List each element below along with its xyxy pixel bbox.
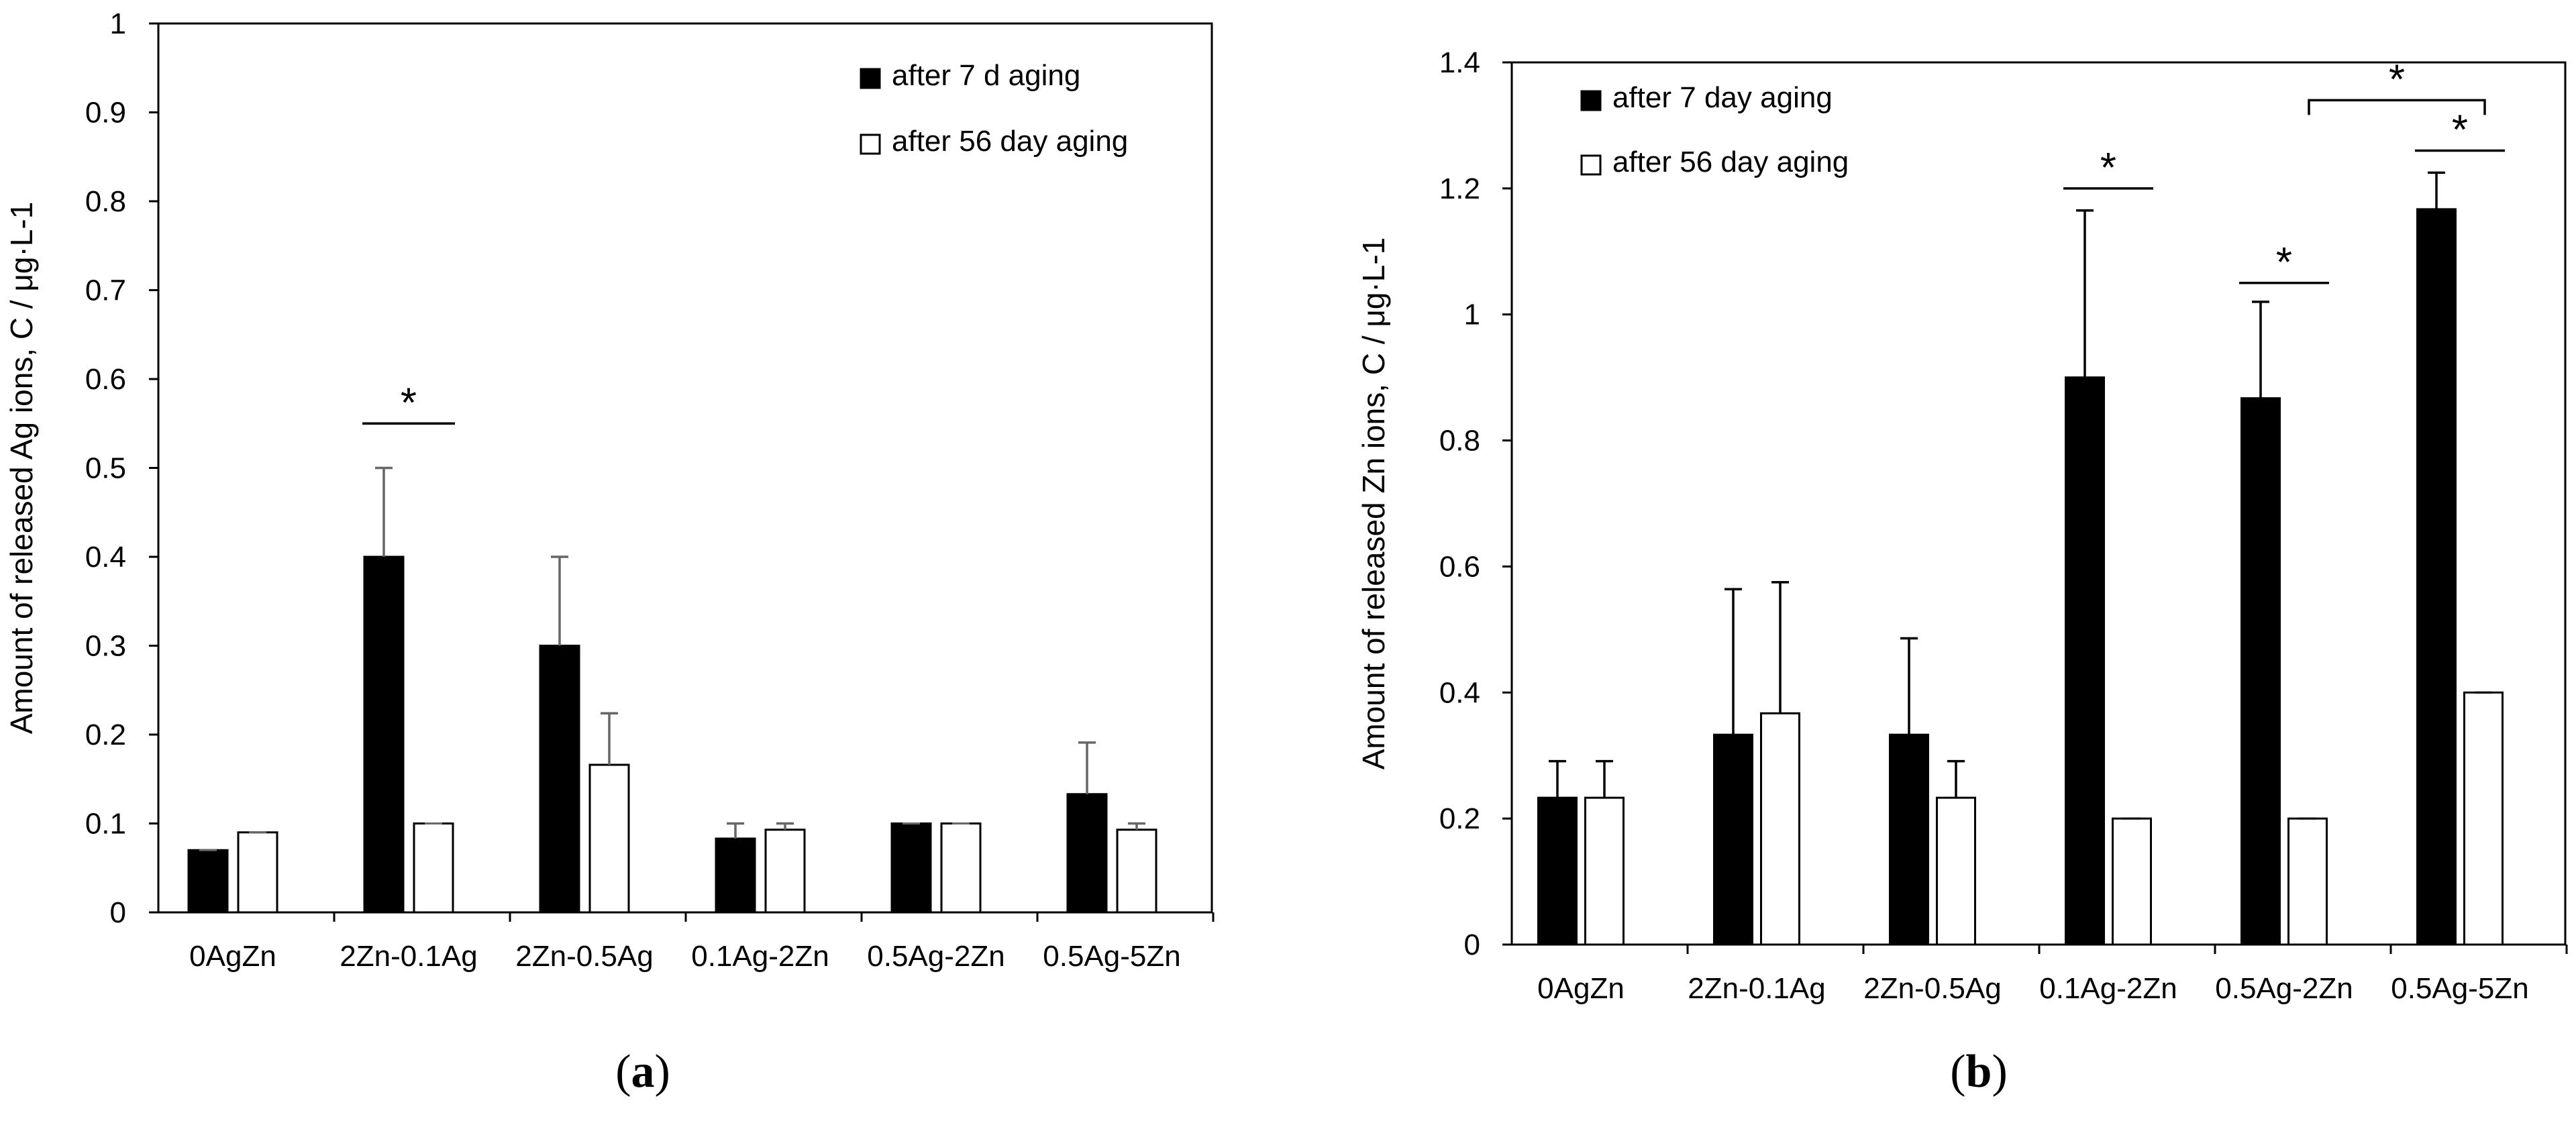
bar-seven-day (187, 849, 229, 914)
bar-seven-day (2416, 208, 2457, 946)
y-tick-label: 1 (1464, 299, 1480, 331)
y-tick-label: 0.3 (85, 630, 126, 663)
bar-fifty-six-day (237, 831, 278, 914)
legend-label: after 56 day aging (892, 125, 1128, 158)
y-tick-label: 0.4 (1439, 676, 1480, 709)
bar-seven-day (539, 645, 580, 914)
x-category-label: 0.1Ag-2Zn (691, 940, 829, 973)
bar-fifty-six-day (2463, 691, 2504, 946)
significance-star: * (401, 380, 417, 426)
legend-label: after 56 day aging (1612, 146, 1849, 178)
y-tick-label: 0 (1464, 928, 1480, 961)
panel-label-letter: b (1966, 1046, 1992, 1098)
significance-star: * (2452, 107, 2468, 154)
x-category-label: 0.5Ag-5Zn (2391, 972, 2528, 1005)
bar-fifty-six-day (1116, 829, 1157, 914)
legend-label: after 7 d aging (892, 59, 1080, 92)
significance-star: * (2100, 145, 2116, 191)
panel-label-open-paren: ( (1950, 1046, 1965, 1098)
y-tick-label: 0.8 (85, 185, 126, 218)
y-tick-label: 0.8 (1439, 425, 1480, 458)
x-category-label: 0AgZn (1537, 972, 1625, 1005)
chart-panel-b: 0 0.2 0.4 0.6 0.8 1 1.2 1.4 0AgZn 2Zn-0.1Ag 2Zn-0.… (1356, 46, 2568, 1098)
y-tick-label: 0 (110, 896, 126, 929)
y-tick-label: 0.1 (85, 808, 126, 841)
x-category-label: 0.5Ag-5Zn (1043, 940, 1180, 973)
bar-seven-day (1713, 733, 1753, 946)
y-tick-label: 0.6 (85, 363, 126, 396)
bar-seven-day (2240, 397, 2281, 946)
y-axis-title: Amount of released Zn ions, C / μg·L-1 (1356, 237, 1391, 770)
bar-fifty-six-day (764, 829, 806, 914)
x-category-label: 0AgZn (189, 940, 276, 973)
bar-seven-day (363, 555, 405, 914)
y-tick-label: 0.6 (1439, 550, 1480, 583)
chart-panel-a: 0 0.1 0.2 0.3 0.4 0.5 0.6 0.7 0.8 0.9 1 0AgZn 2Zn-0.… (4, 7, 1215, 1098)
bar-seven-day (1066, 793, 1108, 914)
significance-star: * (2276, 239, 2292, 286)
panel-label: (b) (1950, 1046, 2008, 1098)
bar-seven-day (1537, 796, 1578, 946)
bar-fifty-six-day (2287, 817, 2328, 946)
bar-fifty-six-day (1936, 796, 1976, 946)
bar-fifty-six-day (588, 763, 630, 914)
bar-seven-day (715, 837, 756, 914)
legend-swatch (860, 68, 881, 89)
significance-bracket (2308, 99, 2486, 115)
panel-label-close-paren: ) (1992, 1046, 2007, 1098)
x-category-label: 2Zn-0.5Ag (1863, 972, 2001, 1005)
y-tick-label: 0.9 (85, 97, 126, 129)
x-category-label: 2Zn-0.5Ag (515, 940, 653, 973)
y-tick-label: 1.2 (1439, 172, 1480, 205)
significance-star: * (2389, 56, 2405, 103)
legend-swatch (1580, 90, 1602, 111)
panel-label-open-paren: ( (615, 1046, 631, 1098)
plot-frame (1510, 61, 2567, 946)
legend-swatch (1580, 154, 1602, 176)
y-tick-label: 0.7 (85, 274, 126, 307)
y-tick-label: 1 (110, 7, 126, 40)
bar-seven-day (2065, 376, 2105, 946)
x-category-label: 0.1Ag-2Zn (2039, 972, 2177, 1005)
x-category-label: 2Zn-0.1Ag (1688, 972, 1825, 1005)
y-tick-label: 0.2 (85, 718, 126, 751)
y-axis-title: Amount of released Ag ions, C / μg·L-1 (4, 202, 39, 735)
legend-swatch (860, 134, 881, 155)
x-category-label: 0.5Ag-2Zn (2215, 972, 2353, 1005)
legend-label: after 7 day aging (1612, 81, 1833, 114)
bar-fifty-six-day (1584, 796, 1625, 946)
bar-fifty-six-day (940, 822, 982, 914)
panel-label: (a) (615, 1046, 670, 1098)
y-tick-label: 0.5 (85, 452, 126, 485)
x-category-label: 0.5Ag-2Zn (867, 940, 1004, 973)
bar-fifty-six-day (2112, 817, 2152, 946)
x-category-label: 2Zn-0.1Ag (340, 940, 477, 973)
y-tick-label: 0.2 (1439, 802, 1480, 835)
bar-seven-day (890, 822, 932, 914)
bar-fifty-six-day (413, 822, 454, 914)
y-tick-label: 1.4 (1439, 46, 1480, 79)
y-tick-label: 0.4 (85, 541, 126, 574)
panel-label-close-paren: ) (655, 1046, 670, 1098)
panel-label-letter: a (631, 1046, 655, 1098)
bar-fifty-six-day (1760, 712, 1800, 946)
bar-seven-day (1889, 733, 1929, 946)
